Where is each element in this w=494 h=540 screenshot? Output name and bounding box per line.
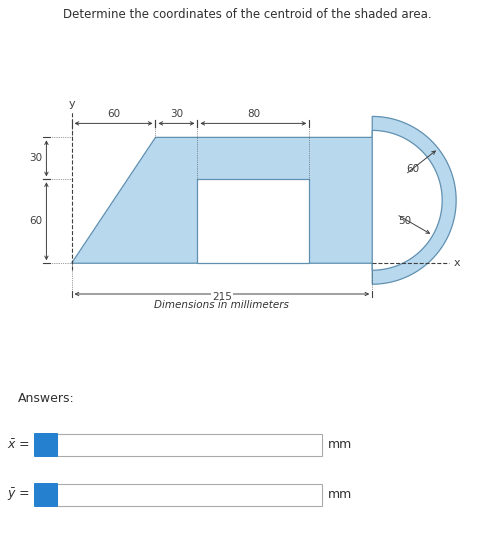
Polygon shape [198,179,309,263]
Text: 80: 80 [247,109,260,119]
Text: 60: 60 [406,164,419,174]
Text: y: y [68,99,75,110]
Text: Dimensions in millimeters: Dimensions in millimeters [155,300,289,310]
FancyBboxPatch shape [34,433,58,457]
FancyBboxPatch shape [34,483,58,507]
Polygon shape [72,117,456,284]
FancyBboxPatch shape [57,484,322,506]
Text: mm: mm [328,438,352,451]
FancyBboxPatch shape [57,434,322,456]
Text: 50: 50 [398,217,411,226]
Text: i: i [44,438,48,451]
Text: mm: mm [328,489,352,502]
Polygon shape [372,130,442,270]
Text: i: i [44,489,48,502]
Text: 215: 215 [212,292,232,302]
Text: x: x [453,258,460,268]
Text: $\bar{y}$ =: $\bar{y}$ = [7,487,30,503]
Text: 30: 30 [170,109,183,119]
Text: 30: 30 [29,153,42,164]
Text: Determine the coordinates of the centroid of the shaded area.: Determine the coordinates of the centroi… [63,8,431,21]
Text: Answers:: Answers: [18,392,75,405]
Text: $\bar{x}$ =: $\bar{x}$ = [7,438,30,452]
Text: 60: 60 [29,217,42,226]
Text: 60: 60 [107,109,120,119]
